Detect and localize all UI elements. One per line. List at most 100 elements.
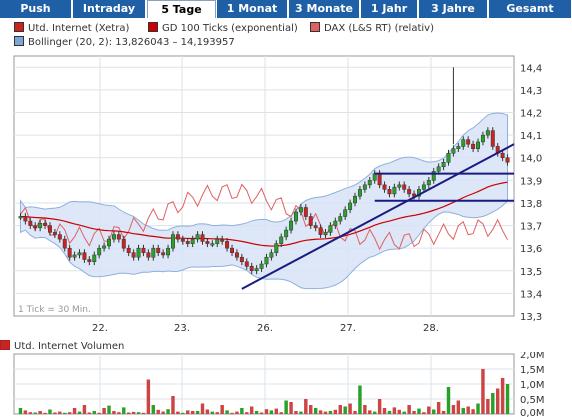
volume-bar: [43, 412, 47, 414]
candle: [471, 143, 476, 149]
x-tick-label: 26.: [257, 323, 273, 334]
volume-bar: [215, 412, 219, 414]
legend-item: Utd. Internet (Xetra): [14, 22, 129, 35]
candle: [57, 234, 62, 240]
volume-bar: [495, 388, 500, 414]
volume-bar: [259, 412, 264, 414]
candle: [392, 186, 397, 195]
candle: [490, 130, 495, 147]
volume-bar: [279, 412, 283, 414]
candle: [485, 130, 490, 136]
candle: [343, 209, 348, 217]
volume-bar: [328, 411, 333, 414]
candle: [269, 252, 274, 258]
volume-bar: [358, 385, 362, 414]
candle: [111, 234, 116, 240]
candle: [480, 134, 485, 143]
volume-bar: [274, 408, 279, 414]
volume-bar: [491, 393, 495, 414]
volume-bar: [269, 410, 274, 414]
candle: [348, 202, 353, 210]
tab-gesamt[interactable]: Gesamt: [489, 0, 572, 18]
tab-intraday[interactable]: Intraday: [73, 0, 146, 18]
candle: [48, 225, 52, 233]
volume-bar: [107, 405, 111, 414]
candle: [402, 184, 407, 190]
volume-bar: [161, 411, 165, 414]
candle: [136, 247, 141, 258]
candle: [377, 173, 382, 186]
candle: [116, 234, 121, 240]
tab-5-tage[interactable]: 5 Tage: [147, 0, 216, 18]
legend-item: Bollinger (20, 2): 13,826043 – 14,193957: [14, 36, 235, 49]
volume-bar: [210, 411, 215, 414]
y-tick-label: 13,8: [520, 199, 542, 210]
volume-bar: [97, 412, 101, 414]
tab-1-monat[interactable]: 1 Monat: [217, 0, 288, 18]
candle: [264, 256, 269, 265]
tab-push[interactable]: Push: [0, 0, 72, 18]
candle: [308, 216, 313, 226]
candle: [436, 166, 441, 172]
candle: [476, 141, 480, 149]
candle: [175, 234, 180, 240]
candle: [505, 157, 510, 163]
volume-bar: [407, 405, 411, 414]
candle: [318, 227, 323, 235]
volume-bar: [18, 408, 23, 414]
volume-y-tick: 2,0M: [520, 352, 545, 361]
candle: [456, 146, 461, 149]
volume-bar: [289, 402, 293, 414]
legend-label: DAX (L&S RT) (relativ): [324, 23, 434, 34]
candle: [82, 252, 87, 260]
candle: [205, 241, 210, 244]
volume-bar: [264, 409, 269, 414]
candle: [407, 189, 412, 195]
volume-bar: [441, 411, 446, 414]
y-tick-label: 13,7: [520, 222, 542, 233]
volume-bar: [294, 411, 298, 414]
legend-item: DAX (L&S RT) (relativ): [310, 22, 434, 35]
candle: [190, 238, 195, 244]
candle: [166, 247, 171, 256]
volume-bar: [392, 407, 397, 414]
volume-bar: [225, 410, 229, 414]
legend-label: Utd. Internet (Xetra): [28, 23, 130, 34]
candle: [362, 184, 367, 190]
volume-bar: [117, 412, 121, 414]
volume-bar: [38, 411, 42, 414]
candle: [431, 171, 436, 181]
tab-3-jahre[interactable]: 3 Jahre: [419, 0, 488, 18]
candle: [294, 211, 298, 222]
volume-bar: [343, 406, 347, 414]
trendline-rising: [241, 143, 515, 290]
price-chart: 13,3 13,4 13,5 13,6 13,7 13,8 13,9 14,0 14,1 14,2…: [13, 55, 542, 334]
volume-bar: [500, 378, 505, 414]
volume-bar: [186, 410, 190, 414]
candle: [230, 247, 234, 253]
volume-y-tick: 1,0M: [520, 380, 545, 391]
candle: [62, 238, 67, 249]
candle: [313, 225, 318, 229]
candle: [451, 148, 456, 154]
tab-1-jahr[interactable]: 1 Jahr: [361, 0, 418, 18]
volume-bar: [190, 411, 195, 414]
candle: [195, 234, 200, 240]
volume-bar: [151, 405, 156, 414]
candle: [289, 220, 294, 231]
tab-3-monate[interactable]: 3 Monate: [289, 0, 360, 18]
volume-bar: [284, 400, 288, 414]
candle: [397, 184, 402, 188]
candle: [180, 238, 185, 242]
candle: [244, 261, 249, 267]
volume-bar: [102, 408, 106, 414]
legend-item: GD 100 Ticks (exponential): [148, 22, 298, 35]
legend-swatch: [14, 36, 24, 46]
candle: [97, 247, 102, 256]
candle: [102, 245, 107, 249]
volume-bar: [181, 412, 185, 414]
candle: [146, 252, 151, 258]
volume-bar: [432, 409, 436, 414]
candle: [52, 232, 57, 235]
candle: [225, 241, 230, 249]
